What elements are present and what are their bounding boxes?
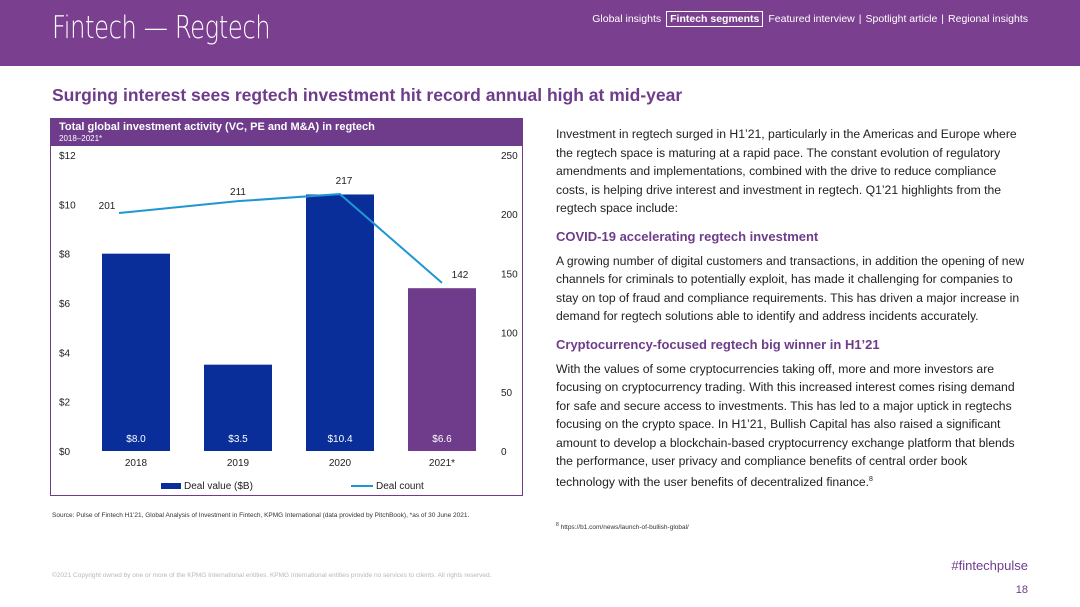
page-number: 18 — [1015, 584, 1028, 596]
legend-bar-swatch — [161, 483, 181, 489]
bar-value-label: $3.5 — [228, 434, 248, 445]
chart-source: Source: Pulse of Fintech H1’21, Global A… — [52, 512, 470, 519]
line-point-label: 142 — [452, 270, 469, 281]
section-text-covid: A growing number of digital customers an… — [556, 253, 1025, 324]
legend-deal-value-label: Deal value ($B) — [184, 481, 253, 492]
y-right-tick-label: 250 — [501, 151, 518, 162]
footnote-ref[interactable]: 8 — [869, 475, 873, 483]
top-navigation: Global insights Fintech segments Feature… — [590, 11, 1030, 27]
nav-global-insights[interactable]: Global insights — [592, 13, 662, 25]
y-right-tick-label: 150 — [501, 269, 518, 280]
x-tick-label: 2018 — [125, 458, 148, 469]
y-left-tick-label: $2 — [59, 398, 71, 409]
bar-deal-value — [204, 364, 272, 451]
nav-separator: | — [941, 13, 945, 25]
footnote-number: 8 — [556, 522, 559, 528]
section-text-crypto: With the values of some cryptocurrencies… — [556, 360, 1028, 492]
nav-spotlight-article[interactable]: Spotlight article — [865, 13, 938, 25]
chart-title: Total global investment activity (VC, PE… — [59, 121, 375, 133]
nav-regional-insights[interactable]: Regional insights — [948, 13, 1028, 25]
article-body: Investment in regtech surged in H1’21, p… — [556, 125, 1028, 491]
nav-fintech-segments[interactable]: Fintech segments — [666, 11, 764, 27]
line-point-label: 211 — [230, 187, 246, 198]
y-left-tick-label: $10 — [59, 200, 76, 211]
x-tick-label: 2021* — [429, 458, 455, 469]
chart-panel: $0 $2 $4 $6 $8 $10 $12 0 50 100 150 200 250 $8.0 $3.5 $… — [50, 118, 523, 496]
y-right-tick-label: 100 — [501, 329, 518, 340]
bar-deal-value — [408, 288, 476, 451]
footnote: 8 https://b1.com/news/launch-of-bullish-… — [556, 522, 689, 531]
page-title: Surging interest sees regtech investment… — [52, 85, 683, 105]
footnote-link[interactable]: https://b1.com/news/launch-of-bullish-gl… — [560, 524, 689, 532]
y-left-tick-label: $0 — [59, 447, 71, 458]
nav-separator: | — [858, 13, 862, 25]
chart-subtitle: 2018–2021* — [59, 134, 103, 143]
bar-value-label: $6.6 — [432, 434, 452, 445]
bar-deal-value — [102, 253, 170, 451]
x-tick-label: 2019 — [227, 458, 250, 469]
brand-title: Fintech — Regtech — [52, 10, 271, 46]
section-heading-crypto: Cryptocurrency-focused regtech big winne… — [556, 336, 880, 352]
chart-header: Total global investment activity (VC, PE… — [51, 119, 522, 146]
bar-value-label: $10.4 — [327, 434, 352, 445]
line-point-label: 201 — [99, 201, 116, 212]
x-tick-label: 2020 — [329, 458, 352, 469]
bar-deal-value — [306, 194, 374, 451]
y-right-tick-label: 0 — [501, 447, 507, 458]
section-heading-covid: COVID-19 accelerating regtech investment — [556, 228, 819, 244]
chart-canvas: $0 $2 $4 $6 $8 $10 $12 0 50 100 150 200 250 $8.0 $3.5 $… — [59, 151, 518, 492]
y-left-tick-label: $6 — [59, 299, 71, 310]
y-right-tick-label: 200 — [501, 210, 518, 221]
bar-value-label: $8.0 — [126, 434, 146, 445]
y-left-tick-label: $12 — [59, 151, 76, 162]
y-right-tick-label: 50 — [501, 388, 513, 399]
line-deal-count — [118, 193, 443, 284]
intro-paragraph: Investment in regtech surged in H1’21, p… — [556, 127, 1017, 215]
hashtag[interactable]: #fintechpulse — [951, 558, 1028, 573]
nav-featured-interview[interactable]: Featured interview — [768, 13, 855, 25]
y-left-tick-label: $8 — [59, 250, 71, 261]
y-left-tick-label: $4 — [59, 348, 71, 359]
header-bar: Fintech — Regtech Global insights Fintec… — [0, 0, 1080, 66]
legend-deal-count-label: Deal count — [376, 481, 424, 492]
copyright-notice: ©2021 Copyright owned by one or more of … — [52, 572, 492, 579]
line-point-label: 217 — [336, 176, 353, 187]
crypto-text: With the values of some cryptocurrencies… — [556, 361, 1015, 489]
